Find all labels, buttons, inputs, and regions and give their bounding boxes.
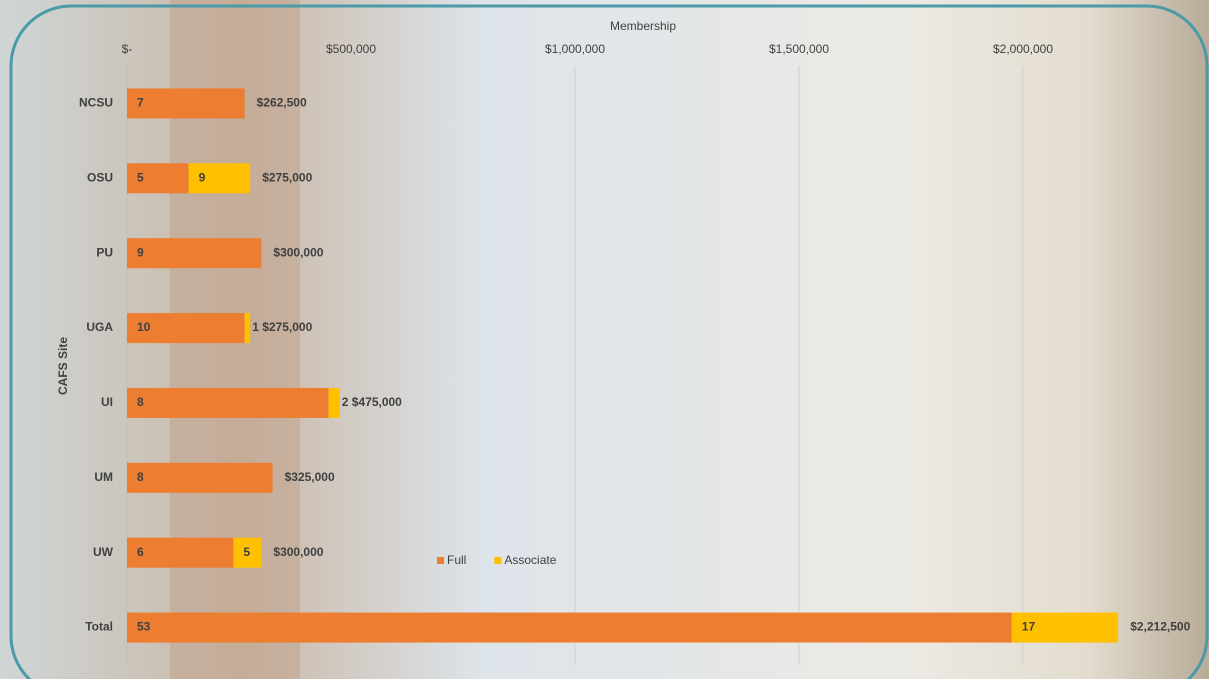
count-label: 5 — [243, 545, 250, 559]
count-label: 5 — [137, 170, 144, 184]
x-tick-label: $1,000,000 — [545, 42, 605, 56]
x-tick-label: $500,000 — [326, 42, 376, 56]
bar-segment — [127, 537, 234, 568]
count-label: 7 — [137, 96, 144, 110]
total-label: $2,212,500 — [1130, 620, 1190, 634]
count-label: 9 — [199, 170, 206, 184]
bar-segment — [233, 537, 262, 568]
count-label: 8 — [137, 395, 144, 409]
y-axis-title: CAFS Site — [56, 337, 70, 395]
total-label: $262,500 — [257, 96, 307, 110]
legend-swatch — [437, 557, 444, 564]
y-tick-label: UI — [101, 395, 113, 409]
bar-segment — [244, 313, 251, 344]
bar-segment — [127, 313, 245, 344]
y-tick-label: UM — [94, 470, 113, 484]
count-label: 9 — [137, 245, 144, 259]
x-tick-label: $2,000,000 — [993, 42, 1053, 56]
y-tick-label: NCSU — [79, 96, 113, 110]
bar-segment — [127, 238, 262, 269]
total-label: $275,000 — [262, 320, 312, 334]
count-label: 17 — [1022, 620, 1036, 634]
y-tick-label: Total — [85, 620, 113, 634]
count-label: 8 — [137, 470, 144, 484]
y-tick-label: UW — [93, 545, 114, 559]
y-tick-label: PU — [96, 245, 113, 259]
bar-segment — [328, 387, 340, 418]
count-label: 6 — [137, 545, 144, 559]
bar-segment — [127, 462, 273, 493]
count-label: 10 — [137, 320, 151, 334]
count-label: 53 — [137, 620, 151, 634]
bar-segment — [127, 163, 189, 194]
total-label: $300,000 — [273, 245, 323, 259]
legend-swatch — [494, 557, 502, 564]
bar-segment — [127, 387, 329, 418]
x-axis-title: Membership — [610, 19, 676, 33]
legend-label: Associate — [504, 553, 556, 567]
total-label: $475,000 — [352, 395, 402, 409]
legend-label: Full — [447, 553, 466, 567]
total-label: $300,000 — [273, 545, 323, 559]
x-tick-label: $1,500,000 — [769, 42, 829, 56]
count-label: 1 — [252, 320, 259, 334]
y-tick-label: UGA — [86, 320, 113, 334]
x-tick-label: $- — [122, 42, 133, 56]
bar-segment — [127, 612, 1012, 643]
bar-segment — [1011, 612, 1119, 643]
y-tick-label: OSU — [87, 170, 113, 184]
bar-segment — [127, 88, 245, 119]
total-label: $325,000 — [285, 470, 335, 484]
frame — [9, 4, 1209, 684]
count-label: 2 — [342, 395, 349, 409]
bar-segment — [188, 163, 251, 194]
total-label: $275,000 — [262, 170, 312, 184]
